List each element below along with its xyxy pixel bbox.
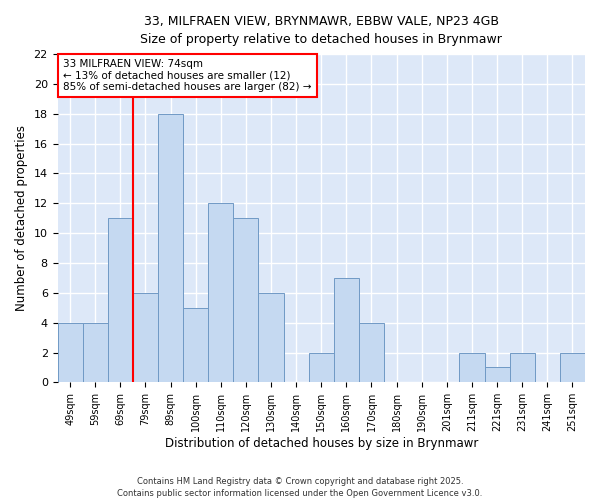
Text: Contains HM Land Registry data © Crown copyright and database right 2025.
Contai: Contains HM Land Registry data © Crown c… bbox=[118, 476, 482, 498]
Bar bbox=[58, 322, 83, 382]
Bar bbox=[309, 352, 334, 382]
Bar bbox=[560, 352, 585, 382]
Text: 33 MILFRAEN VIEW: 74sqm
← 13% of detached houses are smaller (12)
85% of semi-de: 33 MILFRAEN VIEW: 74sqm ← 13% of detache… bbox=[63, 59, 311, 92]
Bar bbox=[460, 352, 485, 382]
X-axis label: Distribution of detached houses by size in Brynmawr: Distribution of detached houses by size … bbox=[164, 437, 478, 450]
Bar bbox=[259, 293, 284, 382]
Bar bbox=[133, 293, 158, 382]
Bar bbox=[334, 278, 359, 382]
Bar bbox=[158, 114, 183, 382]
Bar bbox=[208, 204, 233, 382]
Bar bbox=[108, 218, 133, 382]
Title: 33, MILFRAEN VIEW, BRYNMAWR, EBBW VALE, NP23 4GB
Size of property relative to de: 33, MILFRAEN VIEW, BRYNMAWR, EBBW VALE, … bbox=[140, 15, 502, 46]
Bar bbox=[485, 368, 509, 382]
Bar bbox=[509, 352, 535, 382]
Y-axis label: Number of detached properties: Number of detached properties bbox=[15, 125, 28, 311]
Bar bbox=[183, 308, 208, 382]
Bar bbox=[359, 322, 384, 382]
Bar bbox=[83, 322, 108, 382]
Bar bbox=[233, 218, 259, 382]
